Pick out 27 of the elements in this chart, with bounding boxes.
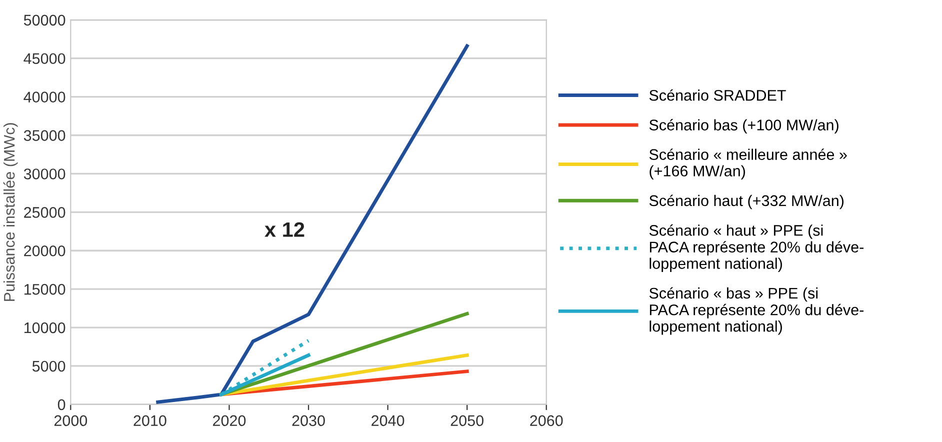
y-tick-label: 10000 — [24, 322, 66, 334]
legend-label: Scénario « bas » PPE (si PACA représente 20% du déve- loppement national) — [649, 287, 864, 335]
annotation: x 12 — [264, 222, 304, 237]
legend-label: Scénario « meilleure année » (+166 MW/an) — [649, 148, 847, 180]
legend-label: Scénario haut (+332 MW/an) — [649, 194, 844, 210]
y-tick-label: 40000 — [24, 92, 66, 102]
legend-label: Scénario bas (+100 MW/an) — [649, 119, 838, 134]
y-tick-label: 50000 — [24, 14, 66, 26]
x-tick-label: 2030 — [292, 415, 325, 426]
y-tick-label: 5000 — [32, 360, 66, 372]
y-tick-label: 30000 — [24, 168, 66, 180]
x-tick-label: 2010 — [134, 415, 166, 426]
y-axis-title: Puissance installée (MWc) — [3, 123, 18, 301]
line-series — [156, 44, 469, 404]
legend-label: Scénario SRADDET — [649, 89, 786, 101]
legend-label: Scénario « haut » PPE (si PACA représente 20% du déve- loppement national) — [649, 224, 864, 272]
y-tick-label: 20000 — [24, 245, 66, 256]
y-tick-label: 45000 — [24, 53, 66, 64]
x-tick-label: 2050 — [450, 415, 484, 426]
x-tick-label: 2040 — [372, 415, 404, 426]
y-tick-label: 0 — [58, 399, 66, 410]
y-tick-label: 15000 — [24, 284, 66, 295]
x-tick-label: 2060 — [530, 415, 563, 426]
x-tick-label: 2020 — [212, 415, 246, 426]
y-tick-label: 35000 — [24, 130, 66, 141]
x-tick-label: 2000 — [54, 415, 88, 426]
y-tick-label: 25000 — [24, 207, 66, 218]
